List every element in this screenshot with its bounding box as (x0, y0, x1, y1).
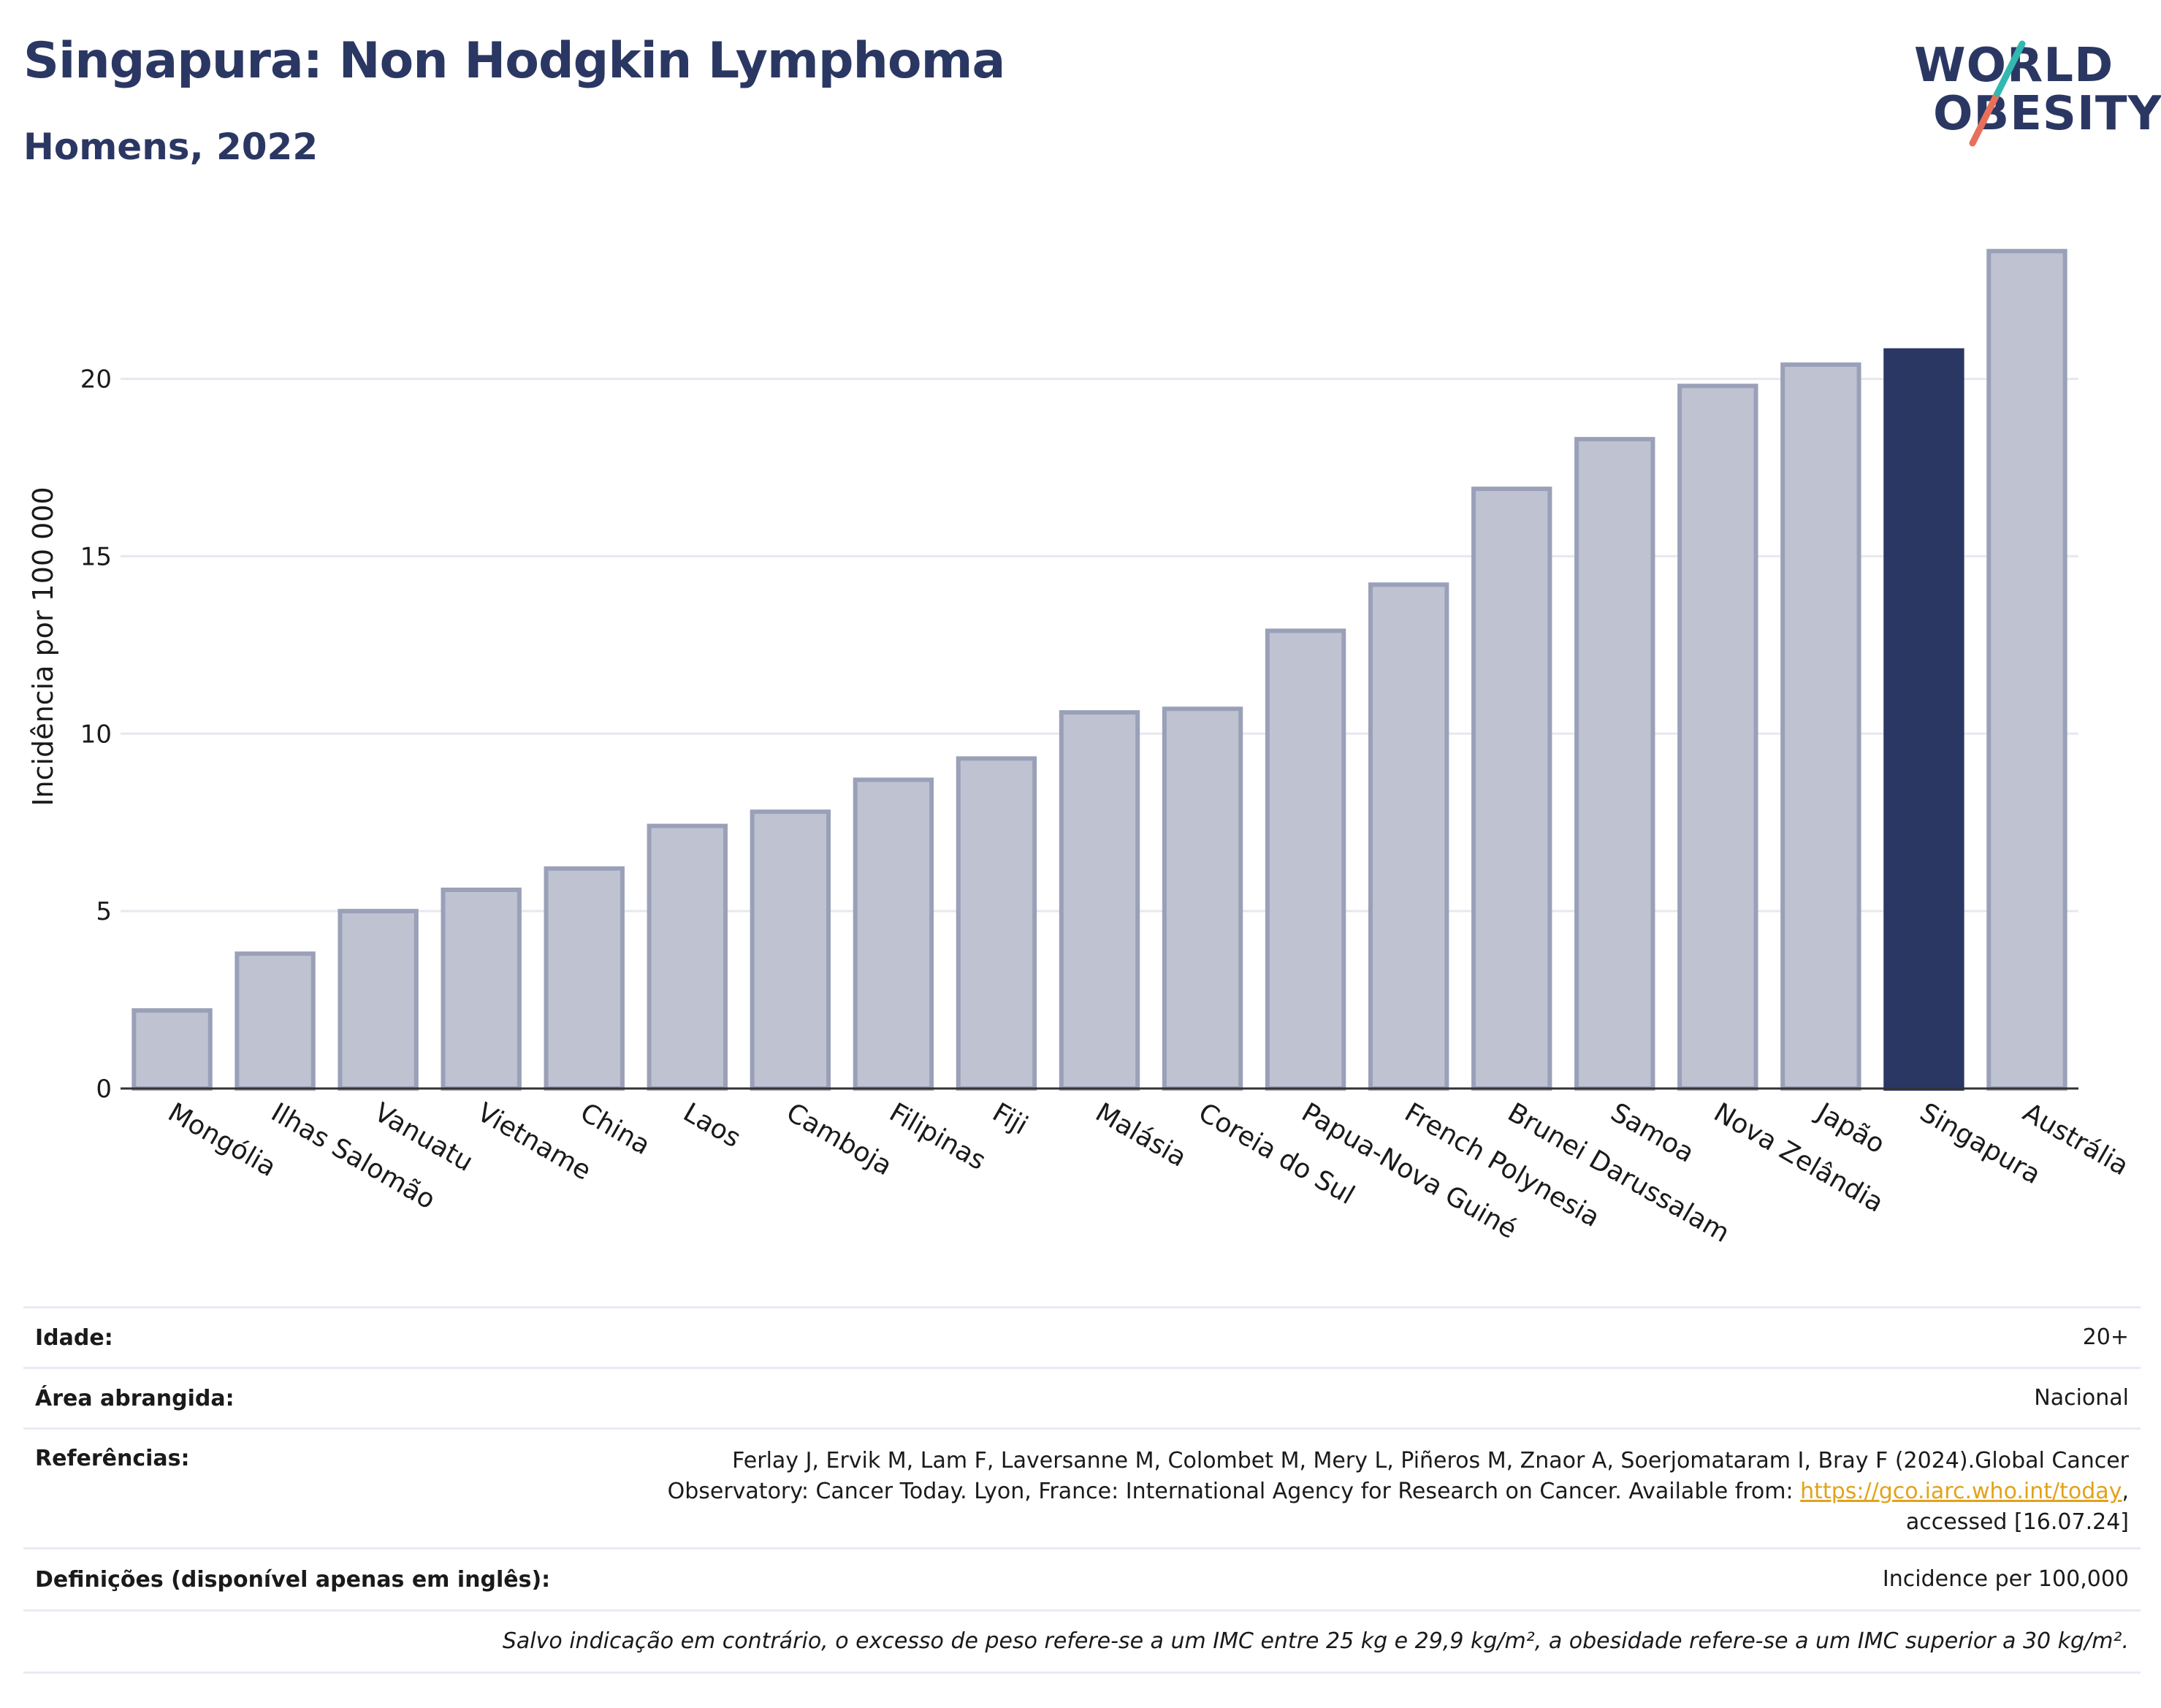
bar (647, 823, 728, 1091)
x-tick-label: Vietname (472, 1097, 596, 1186)
references-link[interactable]: https://gco.iarc.who.int/today (1800, 1479, 2122, 1504)
bar (338, 909, 419, 1091)
y-tick-label: 0 (96, 1075, 112, 1104)
x-tick-label: Camboja (781, 1097, 896, 1181)
bar (441, 888, 522, 1091)
logo-line2: OBESITY (1933, 87, 2161, 141)
references-line3: accessed [16.07.24] (1905, 1509, 2129, 1535)
bar (1265, 628, 1346, 1091)
bar (1059, 710, 1140, 1091)
meta-row-definitions: Definições (disponível apenas em inglês)… (23, 1547, 2141, 1609)
page-title: Singapura: Non Hodgkin Lymphoma (23, 32, 1005, 90)
y-tick-label: 15 (80, 542, 112, 571)
bar (1471, 487, 1552, 1091)
meta-row-area: Área abrangida: Nacional (23, 1367, 2141, 1427)
meta-row-references: Referências: Ferlay J, Ervik M, Lam F, L… (23, 1427, 2141, 1547)
page-subtitle: Homens, 2022 (23, 126, 319, 168)
metadata-table: Idade: 20+ Área abrangida: Nacional Refe… (23, 1306, 2141, 1674)
bar (544, 866, 625, 1091)
bars (132, 248, 2067, 1091)
bar (750, 809, 831, 1091)
bar (1986, 248, 2067, 1091)
x-tick-label: Filipinas (884, 1097, 991, 1176)
bar (1162, 706, 1243, 1091)
x-tick-label: Laos (678, 1097, 745, 1154)
references-label: Referências: (35, 1446, 190, 1471)
definitions-label: Definições (disponível apenas em inglês)… (35, 1566, 551, 1593)
bar (1883, 348, 1964, 1091)
y-tick-label: 20 (80, 365, 112, 394)
x-tick-label: Mongólia (163, 1097, 281, 1183)
y-axis-label: Incidência por 100 000 (27, 487, 59, 806)
x-tick-label: Malásia (1091, 1097, 1192, 1173)
bar (1368, 582, 1449, 1091)
meta-row-age: Idade: 20+ (23, 1306, 2141, 1367)
x-tick-label: Japão (1810, 1097, 1890, 1159)
bar (132, 1008, 213, 1091)
world-obesity-logo: WORLD OBESITY (1899, 26, 2161, 158)
area-label: Área abrangida: (35, 1385, 235, 1411)
bar (956, 756, 1037, 1091)
definitions-value: Incidence per 100,000 (1882, 1566, 2129, 1592)
references-line2-text: Observatory: Cancer Today. Lyon, France:… (667, 1479, 1794, 1504)
y-tick-labels: 0 5 10 15 20 (80, 365, 112, 1104)
area-value: Nacional (2034, 1385, 2129, 1411)
bar (1780, 362, 1861, 1091)
y-tick-label: 10 (80, 720, 112, 749)
meta-row-note: Salvo indicação em contrário, o excesso … (23, 1609, 2141, 1674)
references-line1: Ferlay J, Ervik M, Lam F, Laversanne M, … (732, 1448, 2129, 1473)
age-label: Idade: (35, 1324, 113, 1351)
x-tick-label: China (575, 1097, 655, 1161)
age-value: 20+ (2082, 1324, 2129, 1350)
x-tick-label: Fiji (987, 1097, 1032, 1141)
logo-slash-icon (1969, 40, 2026, 147)
bar (235, 951, 316, 1091)
bar (1677, 384, 1758, 1091)
x-tick-label: Nova Zelândia (1709, 1097, 1889, 1219)
bar (1574, 437, 1655, 1091)
bar (853, 777, 934, 1091)
references-line2: Observatory: Cancer Today. Lyon, France:… (667, 1479, 2129, 1504)
references-value: Ferlay J, Ervik M, Lam F, Laversanne M, … (668, 1446, 2141, 1538)
y-tick-label: 5 (96, 897, 112, 926)
obesity-note: Salvo indicação em contrário, o excesso … (502, 1628, 2129, 1654)
